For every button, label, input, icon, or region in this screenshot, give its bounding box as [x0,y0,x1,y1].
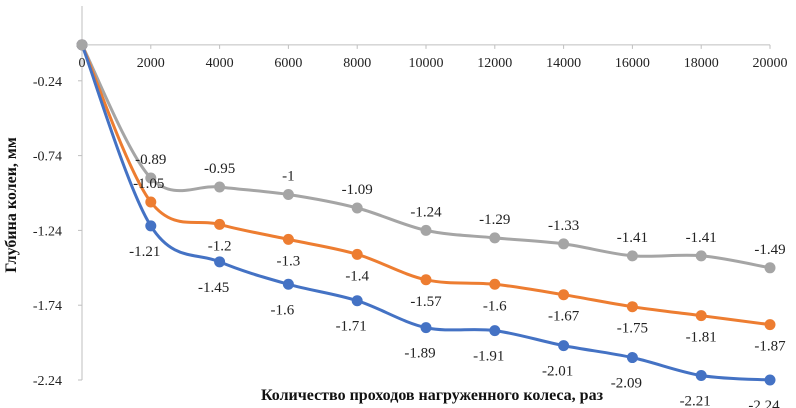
x-tick-label: 2000 [137,56,165,71]
data-label: -1 [282,168,295,184]
plot-area [76,6,776,386]
data-label: -1.09 [342,182,373,198]
data-label: -2.21 [680,394,711,408]
x-tick-label: 6000 [274,56,302,71]
data-point [214,256,226,268]
data-label: -1.49 [754,242,785,258]
data-point [145,220,157,232]
y-tick-label: -0.24 [33,75,62,90]
data-label: -2.01 [542,364,573,380]
origin-point [76,39,88,51]
data-label: -1.21 [129,244,160,260]
series-line [80,44,771,382]
data-label: -1.71 [336,319,367,335]
data-label: -1.91 [473,349,504,365]
x-tick-label: 4000 [206,56,234,71]
x-tick-label: 14000 [546,56,581,71]
data-label: -1.3 [277,253,301,269]
data-label: -1.75 [617,321,648,337]
data-label: -1.24 [410,204,442,220]
data-point [558,340,570,352]
data-point [282,188,294,200]
y-axis-title: Глубина колеи, мм [3,137,20,273]
data-label: -1.41 [686,230,717,246]
data-label: -2.24 [748,398,780,408]
data-point [764,374,776,386]
x-tick-label: 0 [79,56,86,71]
data-point [626,250,638,262]
data-point [764,319,776,331]
data-label: -1.57 [410,294,442,310]
data-label: -1.33 [548,218,579,234]
data-point [626,352,638,364]
data-label: -1.2 [208,238,232,254]
data-point [282,233,294,245]
data-point [145,196,157,208]
x-tick-label: 12000 [477,56,512,71]
data-point [420,224,432,236]
data-point [214,218,226,230]
y-tick-label: -0.74 [33,150,62,165]
y-tick-label: -2.24 [33,374,62,389]
data-label: -1.41 [617,230,648,246]
data-label: -0.95 [204,161,235,177]
x-tick-label: 10000 [409,56,444,71]
x-axis-title: Количество проходов нагруженного колеса,… [261,387,604,404]
labels-layer: 0 2000 4000 6000 8000 10000 12000 14000 16000 180… [33,56,788,408]
data-label: -2.09 [611,376,642,392]
data-point [558,238,570,250]
data-point [282,278,294,290]
data-label: -1.81 [686,330,717,346]
data-label: -1.6 [483,298,507,314]
x-tick-label: 18000 [684,56,719,71]
data-point [695,370,707,382]
data-point [489,278,501,290]
x-tick-label: 20000 [753,56,788,71]
data-point [351,248,363,260]
data-label: -1.67 [548,309,580,325]
data-point [351,202,363,214]
data-point [695,310,707,322]
data-point [764,262,776,274]
x-tick-label: 8000 [343,56,371,71]
data-point [626,301,638,313]
data-label: -1.05 [133,176,164,192]
series-line [80,44,771,327]
data-label: -0.89 [135,152,166,168]
data-label: -1.87 [754,339,786,355]
data-label: -1.89 [404,346,435,362]
data-label: -1.45 [198,280,229,296]
data-label: -1.4 [345,268,369,284]
x-tick-label: 16000 [615,56,650,71]
data-label: -1.29 [479,212,510,228]
data-point [420,274,432,286]
data-point [420,322,432,334]
series-line [80,44,771,270]
data-point [489,325,501,337]
data-label: -1.6 [271,302,295,318]
data-point [145,172,157,184]
data-point [695,250,707,262]
data-point [489,232,501,244]
y-tick-label: -1.74 [33,299,62,314]
data-point [351,295,363,307]
data-point [558,289,570,301]
y-tick-label: -1.24 [33,224,62,239]
data-point [214,181,226,193]
